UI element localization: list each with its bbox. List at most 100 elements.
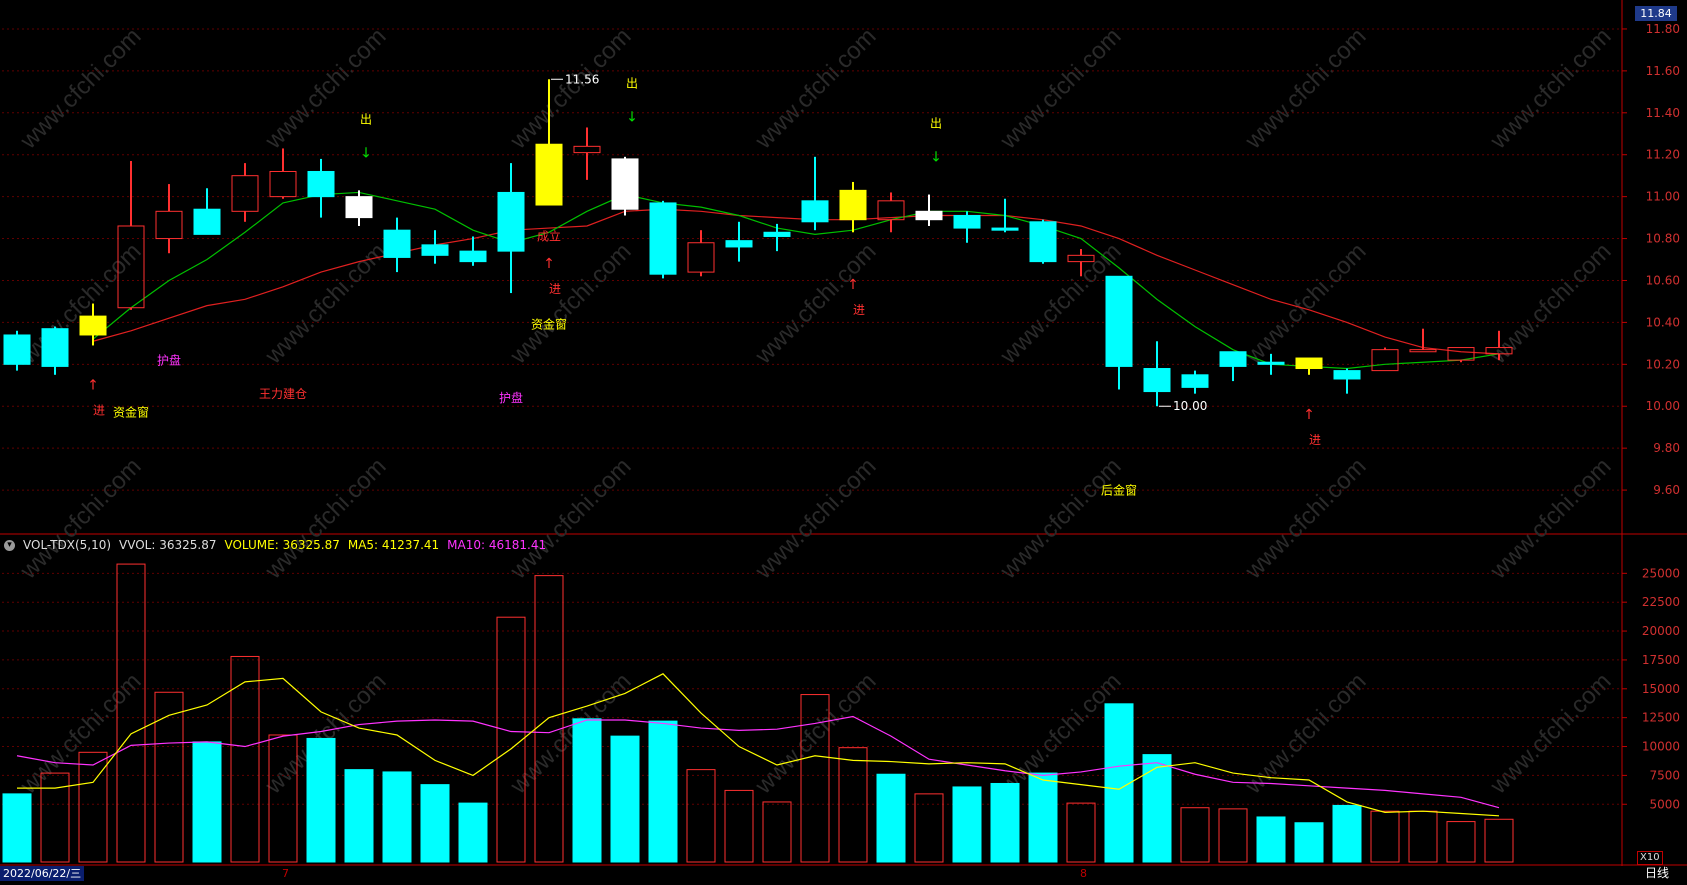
candle <box>573 127 601 180</box>
candle-body <box>1219 351 1247 367</box>
volume-bar <box>1066 802 1096 863</box>
candle <box>1143 341 1171 407</box>
candle-body <box>915 210 943 221</box>
price-extreme-label: 10.00 <box>1173 399 1207 413</box>
price-tick-label: 10.60 <box>1646 273 1680 287</box>
volume-tick-label: 15000 <box>1642 682 1680 696</box>
volume-legend: ▾ VOL-TDX(5,10) VVOL: 36325.87 VOLUME: 3… <box>4 536 554 554</box>
candle-body <box>953 215 981 229</box>
volume-bar <box>1332 804 1362 863</box>
candle-body <box>307 170 335 198</box>
candle <box>1105 275 1133 390</box>
volume-bar <box>496 616 526 863</box>
candle-body <box>193 208 221 235</box>
candle <box>535 79 563 206</box>
candle <box>3 330 31 371</box>
price-tick-label: 9.60 <box>1653 483 1680 497</box>
candle <box>839 181 867 233</box>
candle-body <box>117 225 145 309</box>
candle <box>1447 347 1475 363</box>
candle <box>231 163 259 222</box>
candle-body <box>1333 370 1361 380</box>
volume-bar <box>1484 818 1514 863</box>
price-tick-label: 11.40 <box>1646 106 1680 120</box>
candle <box>459 236 487 266</box>
signal-text-label: 成立 <box>537 229 561 244</box>
price-tick-label: 11.20 <box>1646 148 1680 162</box>
candle-body <box>839 189 867 221</box>
candle-body <box>573 145 601 154</box>
candle <box>1485 330 1513 361</box>
candle-body <box>269 170 297 198</box>
candle <box>1181 370 1209 394</box>
candle-body <box>1143 368 1171 393</box>
price-tick-label: 11.60 <box>1646 64 1680 78</box>
candle-body <box>877 200 905 221</box>
sell-arrow-icon: ↓ <box>930 149 942 165</box>
watermark-text: www.cfchi.com <box>1239 23 1371 155</box>
candle <box>1257 353 1285 375</box>
scale-multiplier[interactable]: X10 <box>1637 851 1663 865</box>
volume-bar <box>876 773 906 863</box>
volume-tick-label: 25000 <box>1642 566 1680 580</box>
volume-tick-label: 12500 <box>1642 711 1680 725</box>
candle <box>1371 347 1399 372</box>
candle <box>307 158 335 218</box>
candle-body <box>41 328 69 367</box>
candle-body <box>1181 374 1209 388</box>
volume-tick-label: 20000 <box>1642 624 1680 638</box>
watermark-text: www.cfchi.com <box>1484 453 1616 585</box>
current-price-label: 11.84 <box>1635 6 1677 21</box>
watermark-text: www.cfchi.com <box>994 453 1126 585</box>
vvol-value: VVOL: 36325.87 <box>119 538 217 552</box>
current-date: 2022/06/22/三 <box>0 866 85 881</box>
volume-bar <box>268 734 298 863</box>
volume-bar <box>1446 821 1476 863</box>
month-tick-8: 8 <box>1080 867 1087 880</box>
candle-body <box>3 334 31 365</box>
volume-bar <box>1256 816 1286 863</box>
candle <box>687 230 715 277</box>
volume-bar <box>420 784 450 863</box>
volume-bar <box>1104 703 1134 863</box>
volume-bar <box>724 789 754 863</box>
candle <box>117 161 145 310</box>
watermark-text: www.cfchi.com <box>504 23 636 155</box>
signal-text-label: 资金窗 <box>113 405 149 420</box>
watermark-text: www.cfchi.com <box>504 238 636 370</box>
signal-text-label: 后金窗 <box>1101 482 1137 497</box>
settings-icon[interactable]: ▾ <box>4 539 15 551</box>
buy-signal-label: 进 <box>1309 433 1321 447</box>
candle-body <box>763 231 791 237</box>
candle <box>383 217 411 273</box>
price-tick-label: 10.40 <box>1646 315 1680 329</box>
candle-body <box>497 191 525 252</box>
price-tick-label: 10.00 <box>1646 399 1680 413</box>
buy-signal-label: 进 <box>549 282 561 296</box>
watermark-text: www.cfchi.com <box>14 453 146 585</box>
period-selector[interactable]: 日线 <box>1644 866 1669 880</box>
watermark-text: www.cfchi.com <box>1239 453 1371 585</box>
candle-body <box>155 210 183 240</box>
candle <box>611 156 639 216</box>
candle <box>1219 351 1247 382</box>
candle-body <box>1447 347 1475 361</box>
buy-arrow-icon: ↑ <box>87 377 99 393</box>
volume-bar <box>116 563 146 863</box>
watermark-text: www.cfchi.com <box>504 453 636 585</box>
candle <box>1409 328 1437 353</box>
candle-body <box>611 158 639 210</box>
buy-arrow-icon: ↑ <box>543 256 555 272</box>
volume-ma10-line <box>16 715 1500 809</box>
volume-bar <box>762 801 792 863</box>
buy-signal-label: 进 <box>853 303 865 317</box>
candle <box>649 200 677 279</box>
price-tick-label: 10.20 <box>1646 357 1680 371</box>
candle-body <box>421 244 449 256</box>
volume-bar <box>78 751 108 863</box>
candle <box>421 230 449 264</box>
sell-signal-label: 出 <box>626 77 638 91</box>
candle <box>801 156 829 231</box>
volume-bar <box>914 793 944 863</box>
